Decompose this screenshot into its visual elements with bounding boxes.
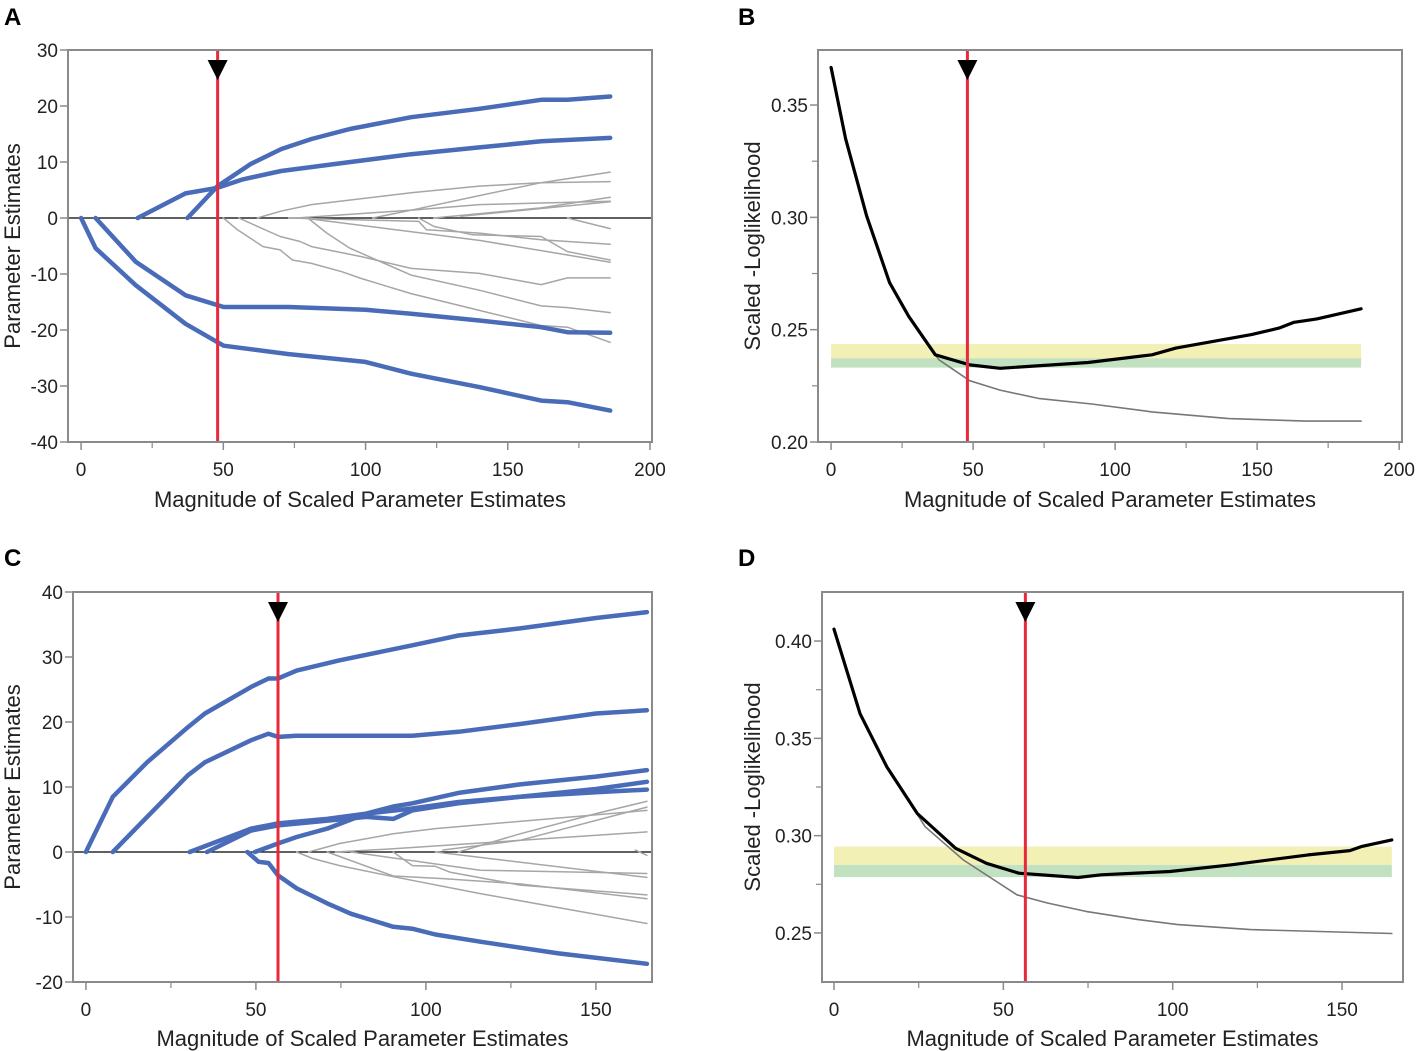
- series-line-validation-loglik: [830, 66, 1362, 422]
- x-axis-title: Magnitude of Scaled Parameter Estimates: [156, 1026, 568, 1051]
- series-line-other-10: [295, 200, 611, 219]
- selected-model-arrow-icon: [957, 60, 978, 80]
- x-tick-label: 100: [410, 1000, 442, 1021]
- panel-letter: B: [738, 4, 755, 31]
- x-tick-label: 200: [634, 460, 666, 481]
- series-line-other-2: [238, 217, 611, 286]
- confidence-band-green: [834, 864, 1392, 878]
- series-line-selected-1: [185, 94, 613, 221]
- x-tick-label: 0: [76, 460, 87, 481]
- x-tick-label: 0: [826, 460, 837, 481]
- x-tick-label: 150: [1241, 460, 1273, 481]
- y-axis-title: Parameter Estimates: [0, 143, 25, 348]
- x-tick-label: 100: [1099, 460, 1131, 481]
- series-line-other-5: [295, 851, 648, 925]
- x-axis-title: Magnitude of Scaled Parameter Estimates: [906, 1026, 1318, 1051]
- selected-model-arrow-icon: [268, 602, 289, 622]
- panel-d: D 0 50 100 150 0.25 0.30 0.35 0.40 Magnitude of S…: [738, 545, 1404, 1051]
- y-tick-label: 20: [42, 713, 63, 734]
- series-line-other-3: [457, 800, 648, 853]
- series-line-selected-6: [245, 849, 650, 967]
- series-line-selected-2: [135, 135, 613, 221]
- x-tick-label: 150: [1326, 1000, 1358, 1021]
- series-line-other-1: [307, 809, 648, 853]
- x-tick-label: 100: [1157, 1000, 1189, 1021]
- panel-a: A 0 50 100 150 200 -40 -30 -20 -10 0 10 20 30 Magnitud…: [0, 4, 666, 512]
- series-line-validation-loglik: [833, 628, 1393, 935]
- x-tick-label: 50: [963, 460, 984, 481]
- series-line-training-loglik: [829, 65, 1363, 370]
- y-tick-label: 0.30: [771, 208, 808, 229]
- panel-b: B 0 50 100 150 200 0.20 0.25 0.30 0.35 Magnitude o…: [738, 4, 1415, 512]
- series-line-other-6: [566, 217, 611, 230]
- y-tick-label: 30: [42, 648, 63, 669]
- panel-letter: A: [4, 4, 21, 31]
- y-tick-label: -40: [31, 433, 58, 454]
- selected-model-arrow-icon: [1015, 602, 1036, 622]
- x-tick-label: 150: [492, 460, 524, 481]
- y-tick-label: 0.25: [775, 924, 812, 945]
- y-tick-label: -20: [31, 321, 58, 342]
- x-axis-title: Magnitude of Scaled Parameter Estimates: [904, 487, 1316, 512]
- x-tick-label: 100: [350, 460, 382, 481]
- x-tick-label: 50: [993, 1000, 1014, 1021]
- plot-frame: [821, 591, 1404, 983]
- series-line-other-5: [287, 217, 611, 246]
- series-line-other-7: [302, 217, 611, 263]
- series-line-other-3: [307, 217, 611, 314]
- plot-frame: [67, 49, 653, 443]
- y-axis-title: Scaled -Loglikelihood: [740, 682, 765, 891]
- y-tick-label: 0.20: [771, 433, 808, 454]
- y-tick-label: 30: [37, 41, 58, 62]
- confidence-band-yellow: [831, 344, 1362, 359]
- series-line-other-9: [434, 851, 648, 879]
- series-line-other-4: [417, 217, 611, 261]
- y-tick-label: -10: [31, 265, 58, 286]
- y-tick-label: 0.40: [775, 632, 812, 653]
- y-tick-label: 0: [47, 209, 58, 230]
- y-tick-label: -30: [31, 377, 58, 398]
- y-tick-label: 0.35: [771, 96, 808, 117]
- series-line-selected-3: [93, 215, 613, 336]
- series-line-training-loglik: [832, 627, 1394, 880]
- y-tick-label: 0.35: [775, 729, 812, 750]
- y-axis-title: Parameter Estimates: [0, 684, 25, 889]
- y-tick-label: -20: [36, 973, 63, 994]
- y-tick-label: 10: [37, 153, 58, 174]
- series-line-other-7: [326, 851, 648, 900]
- x-axis-title: Magnitude of Scaled Parameter Estimates: [154, 487, 566, 512]
- x-tick-label: 50: [213, 460, 234, 481]
- series-line-selected-5: [252, 787, 650, 855]
- series-line-selected-1: [83, 609, 650, 855]
- x-tick-label: 200: [1383, 460, 1415, 481]
- confidence-band-yellow: [834, 846, 1392, 865]
- y-tick-label: 0: [52, 843, 63, 864]
- series-line-other-12: [460, 201, 611, 218]
- series-line-other-9: [371, 171, 611, 219]
- x-tick-label: 150: [580, 1000, 612, 1021]
- y-axis-title: Scaled -Loglikelihood: [740, 141, 765, 350]
- x-tick-label: 0: [829, 1000, 840, 1021]
- x-tick-label: 50: [245, 1000, 266, 1021]
- y-tick-label: 0.30: [775, 827, 812, 848]
- y-tick-label: 0.25: [771, 321, 808, 342]
- y-tick-label: 20: [37, 97, 58, 118]
- plot-frame: [817, 49, 1403, 443]
- series-line-selected-4: [78, 215, 613, 413]
- series-line-other-2: [334, 831, 648, 853]
- x-tick-label: 0: [81, 1000, 92, 1021]
- panel-c: C 0 50 100 150 -20 -10 0 10 20 30 40 Magnitude of Sc…: [0, 545, 653, 1051]
- series-line-other-4: [442, 806, 648, 851]
- series-line-other-10: [634, 849, 648, 857]
- y-tick-label: 40: [42, 583, 63, 604]
- y-tick-label: -10: [36, 908, 63, 929]
- series-line-other-8: [350, 851, 648, 875]
- y-tick-label: 10: [42, 778, 63, 799]
- panel-letter: C: [4, 545, 21, 572]
- plot-frame: [72, 591, 653, 983]
- selected-model-arrow-icon: [207, 60, 228, 80]
- panel-letter: D: [738, 545, 755, 572]
- series-line-other-8: [256, 180, 611, 219]
